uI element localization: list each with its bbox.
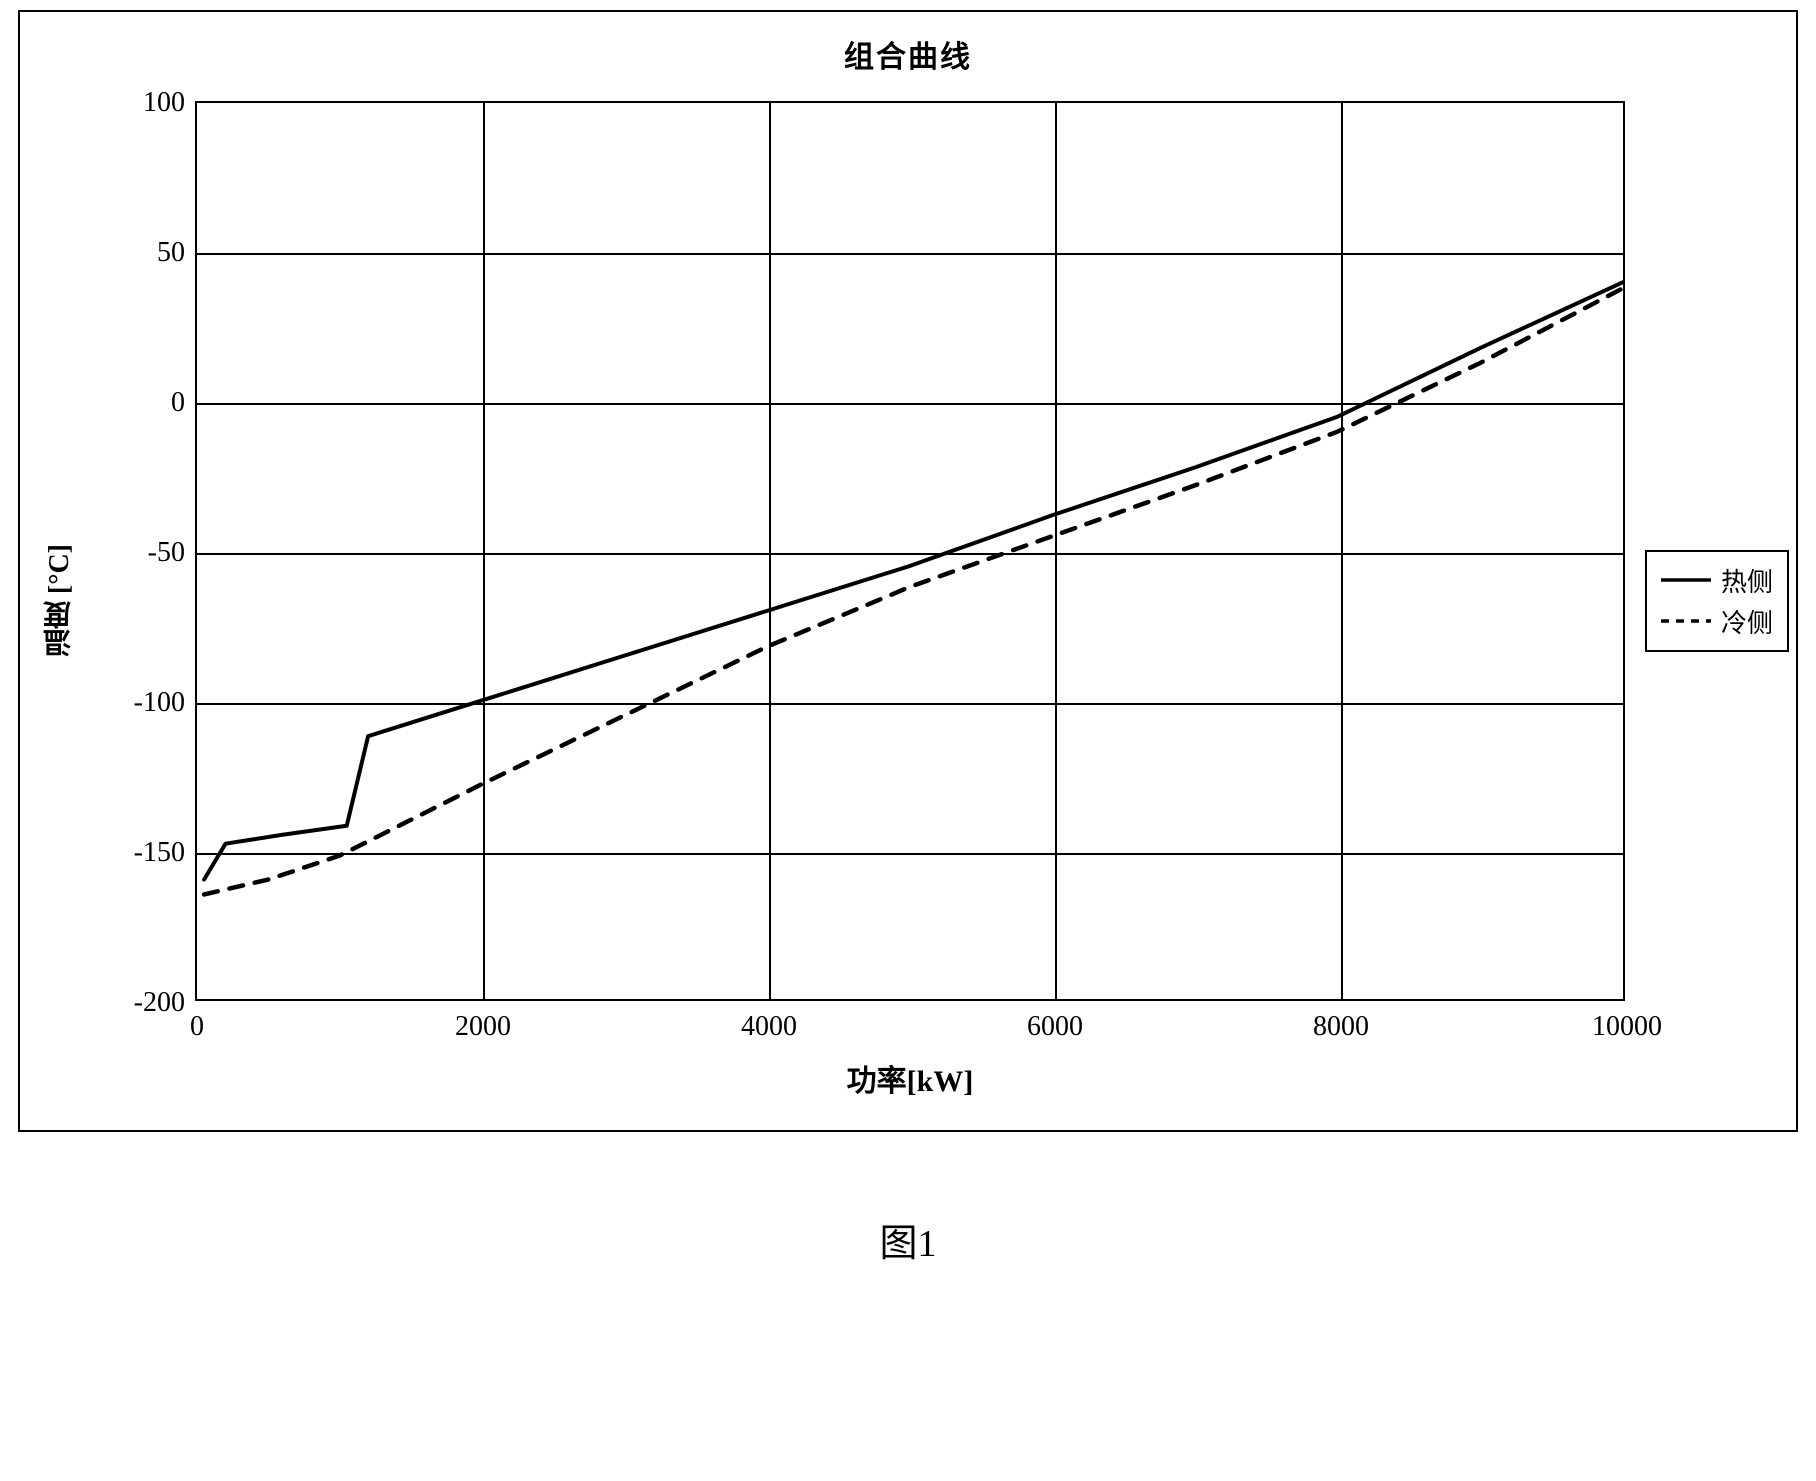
x-tick-label: 0 <box>190 999 204 1043</box>
figure-caption: 图1 <box>879 1212 936 1267</box>
x-tick-label: 2000 <box>455 999 511 1043</box>
x-tick-label: 8000 <box>1313 999 1369 1043</box>
plot-inner: -200-150-100-500501000200040006000800010… <box>195 101 1625 1001</box>
y-tick-label: 50 <box>157 237 197 269</box>
x-axis-label: 功率[kW] <box>195 1056 1625 1100</box>
grid-line-vertical <box>483 103 485 999</box>
grid-line-vertical <box>1341 103 1343 999</box>
legend-item: 热侧 <box>1661 560 1773 601</box>
y-tick-label: -50 <box>148 537 197 569</box>
y-tick-label: 0 <box>171 387 197 419</box>
series-line <box>204 282 1623 879</box>
x-tick-label: 4000 <box>741 999 797 1043</box>
y-tick-label: -100 <box>134 687 197 719</box>
x-tick-label: 6000 <box>1027 999 1083 1043</box>
legend-label: 冷侧 <box>1721 603 1773 640</box>
grid-line-vertical <box>1055 103 1057 999</box>
series-line <box>204 288 1623 894</box>
y-tick-label: -200 <box>134 987 197 1019</box>
grid-line-horizontal <box>197 703 1623 705</box>
chart-frame: 组合曲线 温度 [°C] -200-150-100-50050100020004… <box>18 10 1798 1132</box>
grid-line-horizontal <box>197 553 1623 555</box>
y-axis-label: 温度 [°C] <box>40 544 80 657</box>
grid-line-horizontal <box>197 403 1623 405</box>
chart-title: 组合曲线 <box>40 32 1776 76</box>
grid-line-horizontal <box>197 853 1623 855</box>
grid-line-horizontal <box>197 253 1623 255</box>
legend: 热侧冷侧 <box>1645 550 1789 652</box>
x-tick-label: 10000 <box>1592 999 1662 1043</box>
legend-swatch <box>1661 573 1711 587</box>
series-svg <box>197 103 1623 999</box>
legend-swatch <box>1661 614 1711 628</box>
y-tick-label: -150 <box>134 837 197 869</box>
legend-label: 热侧 <box>1721 562 1773 599</box>
plot-area: -200-150-100-500501000200040006000800010… <box>195 101 1625 1001</box>
chart-body: 温度 [°C] -200-150-100-5005010002000400060… <box>40 101 1776 1100</box>
grid-line-vertical <box>769 103 771 999</box>
y-tick-label: 100 <box>143 87 197 119</box>
legend-item: 冷侧 <box>1661 601 1773 642</box>
plot-container: -200-150-100-500501000200040006000800010… <box>95 101 1625 1100</box>
